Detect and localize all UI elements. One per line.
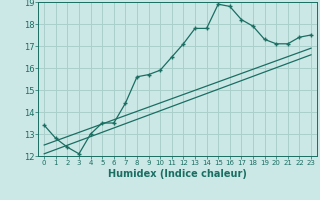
X-axis label: Humidex (Indice chaleur): Humidex (Indice chaleur) <box>108 169 247 179</box>
